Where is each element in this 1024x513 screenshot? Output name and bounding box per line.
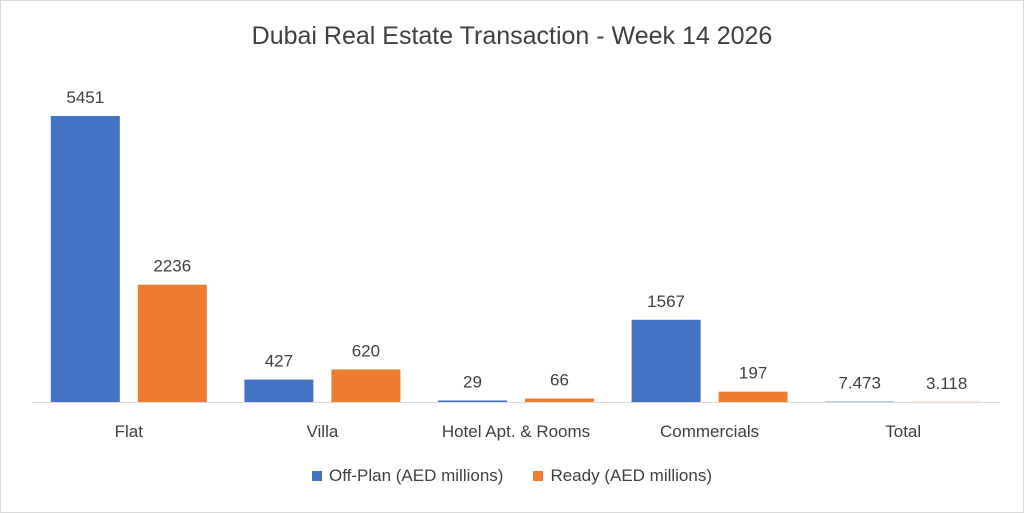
bar-ready-0: [137, 284, 207, 402]
bar-off-plan-0: [50, 116, 120, 402]
data-label-ready-1: 620: [352, 341, 380, 360]
data-label-ready-0: 2236: [153, 257, 191, 276]
bar-off-plan-3: [631, 319, 701, 402]
bar-ready-1: [331, 369, 401, 402]
legend-label-ready: Ready (AED millions): [550, 466, 712, 485]
category-label-4: Total: [885, 422, 921, 441]
data-label-off-plan-2: 29: [463, 372, 482, 391]
data-label-off-plan-0: 5451: [66, 88, 104, 107]
legend-swatch-off-plan: [312, 471, 322, 481]
chart-title: Dubai Real Estate Transaction - Week 14 …: [251, 22, 773, 50]
data-label-ready-2: 66: [550, 371, 569, 390]
data-label-off-plan-3: 1567: [647, 292, 685, 311]
legend-swatch-ready: [533, 471, 544, 481]
legend-item-ready: Ready (AED millions): [533, 466, 712, 486]
category-label-3: Commercials: [660, 422, 759, 441]
category-label-1: Villa: [306, 422, 338, 441]
chart-legend: Off-Plan (AED millions) Ready (AED milli…: [0, 466, 1024, 486]
bar-ready-3: [718, 391, 788, 402]
bar-ready-2: [525, 398, 594, 402]
bar-off-plan-2: [438, 400, 507, 402]
data-label-off-plan-4: 7.473: [838, 374, 881, 393]
legend-item-off-plan: Off-Plan (AED millions): [312, 466, 503, 486]
data-label-ready-4: 3.118: [926, 374, 967, 393]
category-label-0: Flat: [115, 422, 144, 441]
data-label-off-plan-1: 427: [265, 352, 293, 371]
category-label-2: Hotel Apt. & Rooms: [442, 422, 590, 441]
data-label-ready-3: 197: [739, 364, 767, 383]
bar-off-plan-1: [244, 379, 314, 402]
legend-label-off-plan: Off-Plan (AED millions): [329, 466, 504, 485]
